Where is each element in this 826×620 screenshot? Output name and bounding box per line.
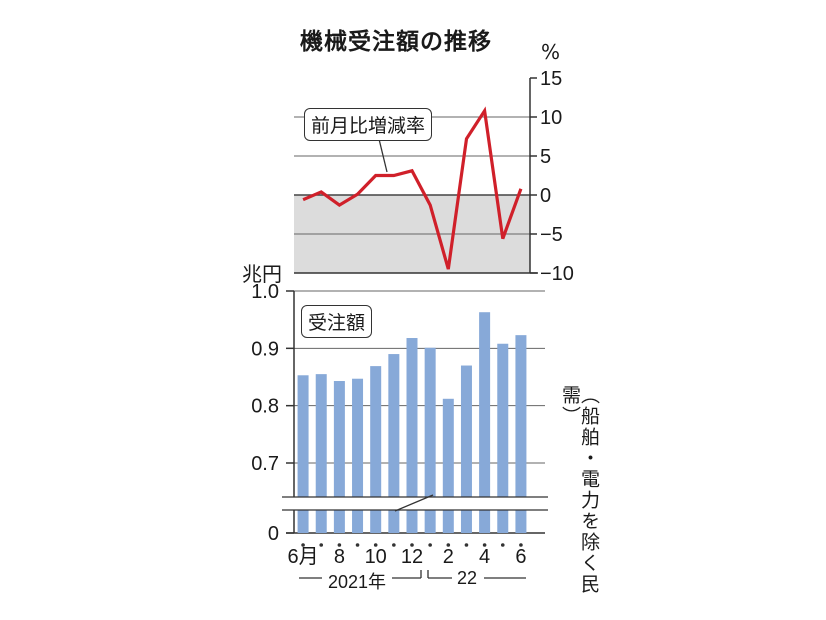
bar [352, 378, 364, 533]
x-tick-label: 6月 [288, 546, 319, 568]
footnote: （船舶・電力を除く民需） [559, 385, 600, 595]
bar [370, 366, 382, 533]
axis-break-band [282, 497, 548, 510]
bar [479, 312, 491, 533]
bar-ytick-label: 0 [268, 523, 279, 545]
x-tick-label: 8 [334, 546, 345, 568]
line-ytick-label: 0 [540, 185, 551, 207]
bar [388, 354, 400, 533]
bar [424, 347, 436, 533]
x-tick-dot [519, 543, 523, 547]
bar [333, 381, 345, 533]
bar-ytick-label: 0.7 [251, 453, 279, 475]
bar [297, 375, 309, 533]
x-tick-label: 2 [443, 546, 454, 568]
x-tick-dot [464, 543, 469, 547]
bar-unit-label: 兆円 [242, 262, 282, 286]
x-tick-dot [446, 543, 451, 547]
x-tick-label: 6 [515, 546, 526, 568]
x-tick-dot [410, 543, 414, 547]
x-tick-dot [373, 543, 378, 547]
chart-title: 機械受注額の推移 [300, 29, 492, 55]
bar-series-label: 受注額 [301, 305, 373, 338]
year-label-2022: 22 [455, 568, 480, 589]
bar-ytick-label: 0.8 [251, 396, 279, 418]
x-tick-dot [500, 543, 505, 547]
x-tick-label: 10 [365, 546, 387, 568]
line-ytick-label: −10 [540, 263, 574, 285]
x-tick-dot [392, 543, 396, 547]
axis-break-slash [394, 494, 434, 512]
bar [497, 343, 509, 533]
x-tick-dot [482, 543, 487, 547]
x-tick-dot [337, 543, 342, 547]
year-label-2021: 2021年 [326, 568, 389, 594]
bar [442, 398, 454, 533]
bar [406, 338, 418, 533]
bar-ytick-label: 1.0 [251, 281, 279, 303]
x-tick-dot [355, 543, 360, 547]
bar-ytick-label: 0.9 [251, 338, 279, 360]
line-series-label: 前月比増減率 [304, 108, 433, 141]
line-label-leader [378, 138, 388, 173]
line-ytick-label: 15 [540, 68, 562, 90]
bar [315, 374, 327, 533]
x-tick-dot [301, 543, 305, 547]
x-tick-dot [319, 543, 324, 547]
line-ytick-label: −5 [540, 224, 563, 246]
bar [460, 365, 472, 533]
x-tick-dot [428, 543, 432, 547]
line-ytick-label: 10 [540, 107, 562, 129]
line-unit-label: % [541, 40, 561, 64]
line-ytick-label: 5 [540, 146, 551, 168]
x-tick-label: 4 [479, 546, 490, 568]
bar [515, 335, 527, 533]
x-tick-label: 12 [401, 546, 423, 568]
